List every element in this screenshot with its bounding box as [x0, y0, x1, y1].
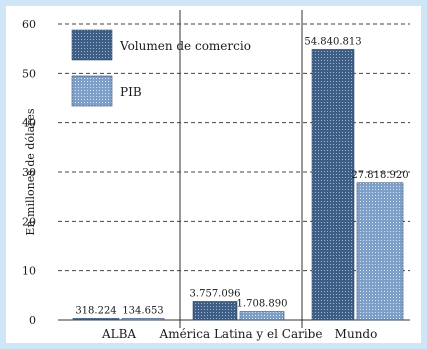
y-tick-label-60: 60 [22, 18, 36, 31]
bar-value-label-1-0: 3.757.096 [190, 288, 241, 299]
bar-1-1 [239, 311, 285, 321]
bar-2-1 [356, 182, 404, 321]
bar-value-label-1-1: 1.708.890 [237, 299, 288, 310]
bar-value-label-2-1: 27.818.920 [351, 170, 408, 181]
y-tick-label-0: 0 [29, 314, 36, 327]
legend-label-1: PIB [120, 85, 142, 99]
legend-swatch-0 [71, 29, 113, 61]
legend-label-0: Volumen de comercio [119, 39, 251, 53]
y-tick-label-10: 10 [22, 265, 36, 278]
bar-value-label-0-0: 318.224 [75, 305, 116, 316]
bar-0-1 [121, 318, 165, 321]
y-tick-label-50: 50 [22, 67, 36, 80]
y-tick-label-40: 40 [22, 117, 36, 130]
bar-value-label-0-1: 134.653 [122, 306, 163, 317]
category-label-1: América Latina y el Caribe [159, 327, 323, 341]
bar-0-0 [72, 318, 120, 321]
legend-swatch-1 [71, 75, 113, 107]
category-label-2: Mundo [335, 327, 378, 341]
y-axis-title: En millones de dólares [24, 108, 37, 236]
bar-2-0 [311, 49, 355, 321]
y-tick-label-20: 20 [22, 215, 36, 228]
category-label-0: ALBA [101, 327, 136, 341]
y-tick-label-30: 30 [22, 166, 36, 179]
bar-1-0 [192, 301, 238, 321]
bar-value-label-2-0: 54.840.813 [304, 36, 361, 47]
